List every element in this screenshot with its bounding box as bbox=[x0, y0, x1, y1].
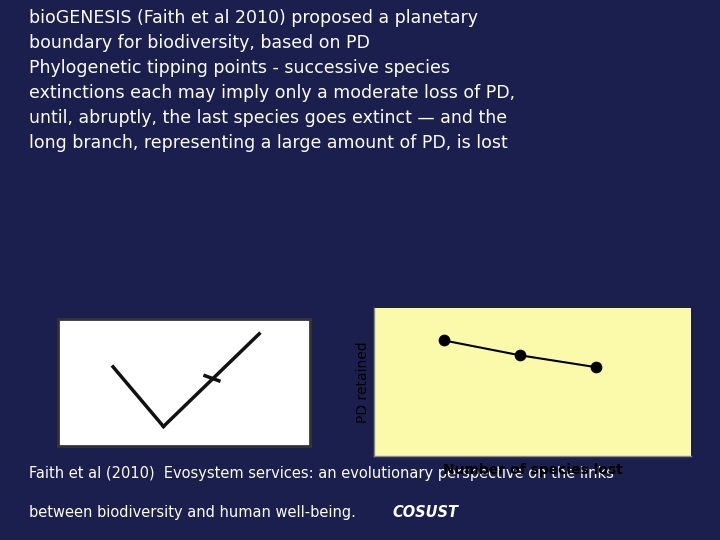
Text: between biodiversity and human well-being.: between biodiversity and human well-bein… bbox=[29, 505, 360, 520]
Text: bioGENESIS (Faith et al 2010) proposed a planetary
boundary for biodiversity, ba: bioGENESIS (Faith et al 2010) proposed a… bbox=[29, 9, 515, 152]
X-axis label: Number of species lost: Number of species lost bbox=[443, 463, 623, 477]
Text: COSUST: COSUST bbox=[392, 505, 459, 520]
Point bbox=[590, 363, 602, 372]
Y-axis label: PD retained: PD retained bbox=[356, 341, 370, 423]
Text: Faith et al (2010)  Evosystem services: an evolutionary perspective on the links: Faith et al (2010) Evosystem services: a… bbox=[29, 467, 613, 481]
Point bbox=[514, 351, 526, 360]
Point bbox=[438, 336, 450, 345]
